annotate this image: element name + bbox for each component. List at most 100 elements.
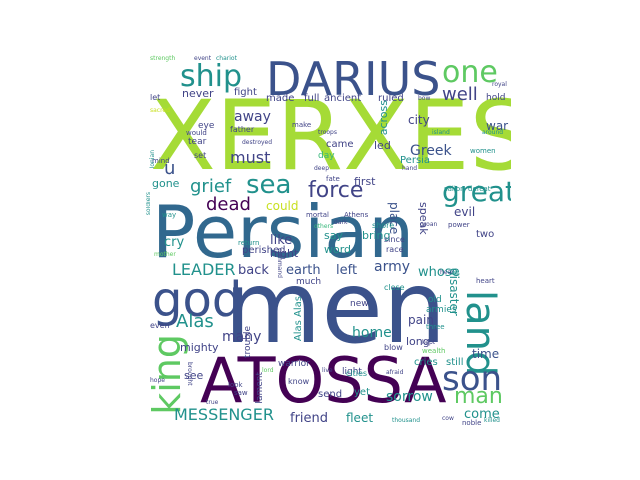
word-power: power — [448, 221, 470, 229]
word-force: force — [308, 178, 364, 203]
word-must: must — [230, 148, 271, 167]
word-ionian: Ionian — [149, 150, 156, 169]
word-even: even — [150, 321, 170, 330]
word-island: island — [432, 129, 450, 136]
word-tear: tear — [188, 137, 207, 147]
word-set: set — [194, 151, 207, 160]
word-return: return — [238, 239, 260, 247]
word-home: home — [352, 325, 392, 341]
word-blow: blow — [384, 343, 403, 352]
word-mighty: mighty — [180, 341, 219, 354]
word-mortal: mortal — [306, 211, 329, 219]
word-earth: earth — [286, 263, 321, 278]
word-fleet: fleet — [346, 411, 374, 425]
word-chariot: chariot — [216, 55, 237, 62]
word-ship: ship — [180, 59, 243, 94]
word-event: event — [194, 55, 212, 62]
word-atossa: ATOSSA — [200, 344, 447, 417]
word-athens: Athens — [344, 211, 369, 219]
word-pain: pain — [408, 313, 434, 327]
word-kept: kept — [422, 339, 436, 346]
word-mind: mind — [152, 157, 170, 165]
word-never: never — [182, 87, 214, 100]
word-destroyed: destroyed — [242, 139, 273, 146]
word-strength: strength — [150, 55, 176, 62]
word-old: old — [428, 295, 442, 305]
word-man: man — [454, 384, 503, 409]
word-three: three — [426, 323, 445, 331]
word-troops: troops — [318, 129, 337, 136]
word-time: time — [472, 347, 500, 361]
word-race: race — [386, 245, 404, 254]
word-light: light — [342, 367, 362, 377]
word-disaster: disaster — [447, 268, 461, 316]
word-fate: fate — [326, 175, 340, 183]
word-ancient: ancient — [324, 93, 362, 104]
word-around: around — [482, 129, 504, 136]
word-led: led — [374, 139, 391, 152]
word-look: look — [228, 381, 243, 389]
word-well: well — [442, 84, 478, 105]
word-hold: hold — [486, 93, 506, 103]
word-came: came — [326, 139, 354, 150]
word-royal: royal — [492, 81, 507, 88]
word-yet: yet — [354, 387, 370, 398]
word-bow: bow — [418, 95, 431, 102]
word-command: command — [276, 248, 283, 278]
word-whose: whose — [418, 265, 460, 280]
word-thousand: thousand — [392, 417, 421, 424]
word-long: long — [406, 335, 430, 348]
word-first: first — [354, 175, 376, 188]
word-trouble: trouble — [243, 326, 253, 358]
word-sea: sea — [246, 170, 292, 200]
word-noble: noble — [462, 419, 482, 427]
word-know: know — [288, 377, 310, 386]
word-afraid: afraid — [386, 369, 404, 376]
word-like: like — [270, 233, 293, 248]
word-hear: hear — [440, 269, 454, 276]
word-way: way — [162, 211, 177, 219]
word-armies: armies — [426, 305, 457, 315]
word-dark: dark — [334, 219, 348, 226]
word-wealth: wealth — [422, 347, 446, 355]
word-place: place — [387, 202, 401, 235]
word-still: still — [446, 357, 464, 368]
word-deep: deep — [314, 165, 329, 172]
word-brought: brought — [186, 362, 193, 386]
word-since: since — [384, 235, 405, 244]
word-war: war — [486, 119, 509, 133]
word-mother: mother — [154, 251, 176, 258]
word-hope: hope — [150, 377, 165, 384]
word-cloud: XERXES Persian men ATOSSA DARIUS god lan… — [146, 52, 511, 432]
word-made: made — [266, 93, 295, 104]
word-lord: lord — [262, 367, 274, 374]
word-eye: eye — [198, 121, 215, 131]
word-friend: friend — [290, 411, 329, 426]
word-dead: dead — [206, 194, 251, 215]
word-many: many — [222, 329, 262, 345]
word-defeat: defeat — [468, 185, 491, 193]
word-bring: bring — [362, 229, 391, 242]
word-across: across — [377, 100, 390, 136]
word-could: could — [266, 199, 299, 213]
word-close: close — [384, 283, 405, 292]
word-darius: DARIUS — [266, 52, 441, 106]
word-send: send — [318, 389, 343, 400]
word-persia: Persia — [400, 155, 431, 166]
word-city: city — [408, 113, 430, 127]
word-two: two — [476, 229, 495, 240]
word-night: night — [270, 247, 299, 260]
word-sailor: sailor — [444, 185, 463, 193]
word-shore: shore — [372, 221, 395, 230]
word-sacred: sacred — [150, 107, 170, 114]
word-grief: grief — [190, 176, 232, 197]
word-men: men — [224, 249, 447, 366]
word-persian: Persian — [152, 190, 415, 274]
word-new: new — [350, 299, 369, 309]
word-true: true — [206, 399, 219, 406]
word-evil: evil — [454, 205, 476, 219]
word-messenger: MESSENGER — [174, 405, 274, 424]
word-killed: killed — [484, 417, 500, 424]
word-sorrow: sorrow — [386, 389, 433, 405]
word-saw: saw — [234, 389, 248, 397]
